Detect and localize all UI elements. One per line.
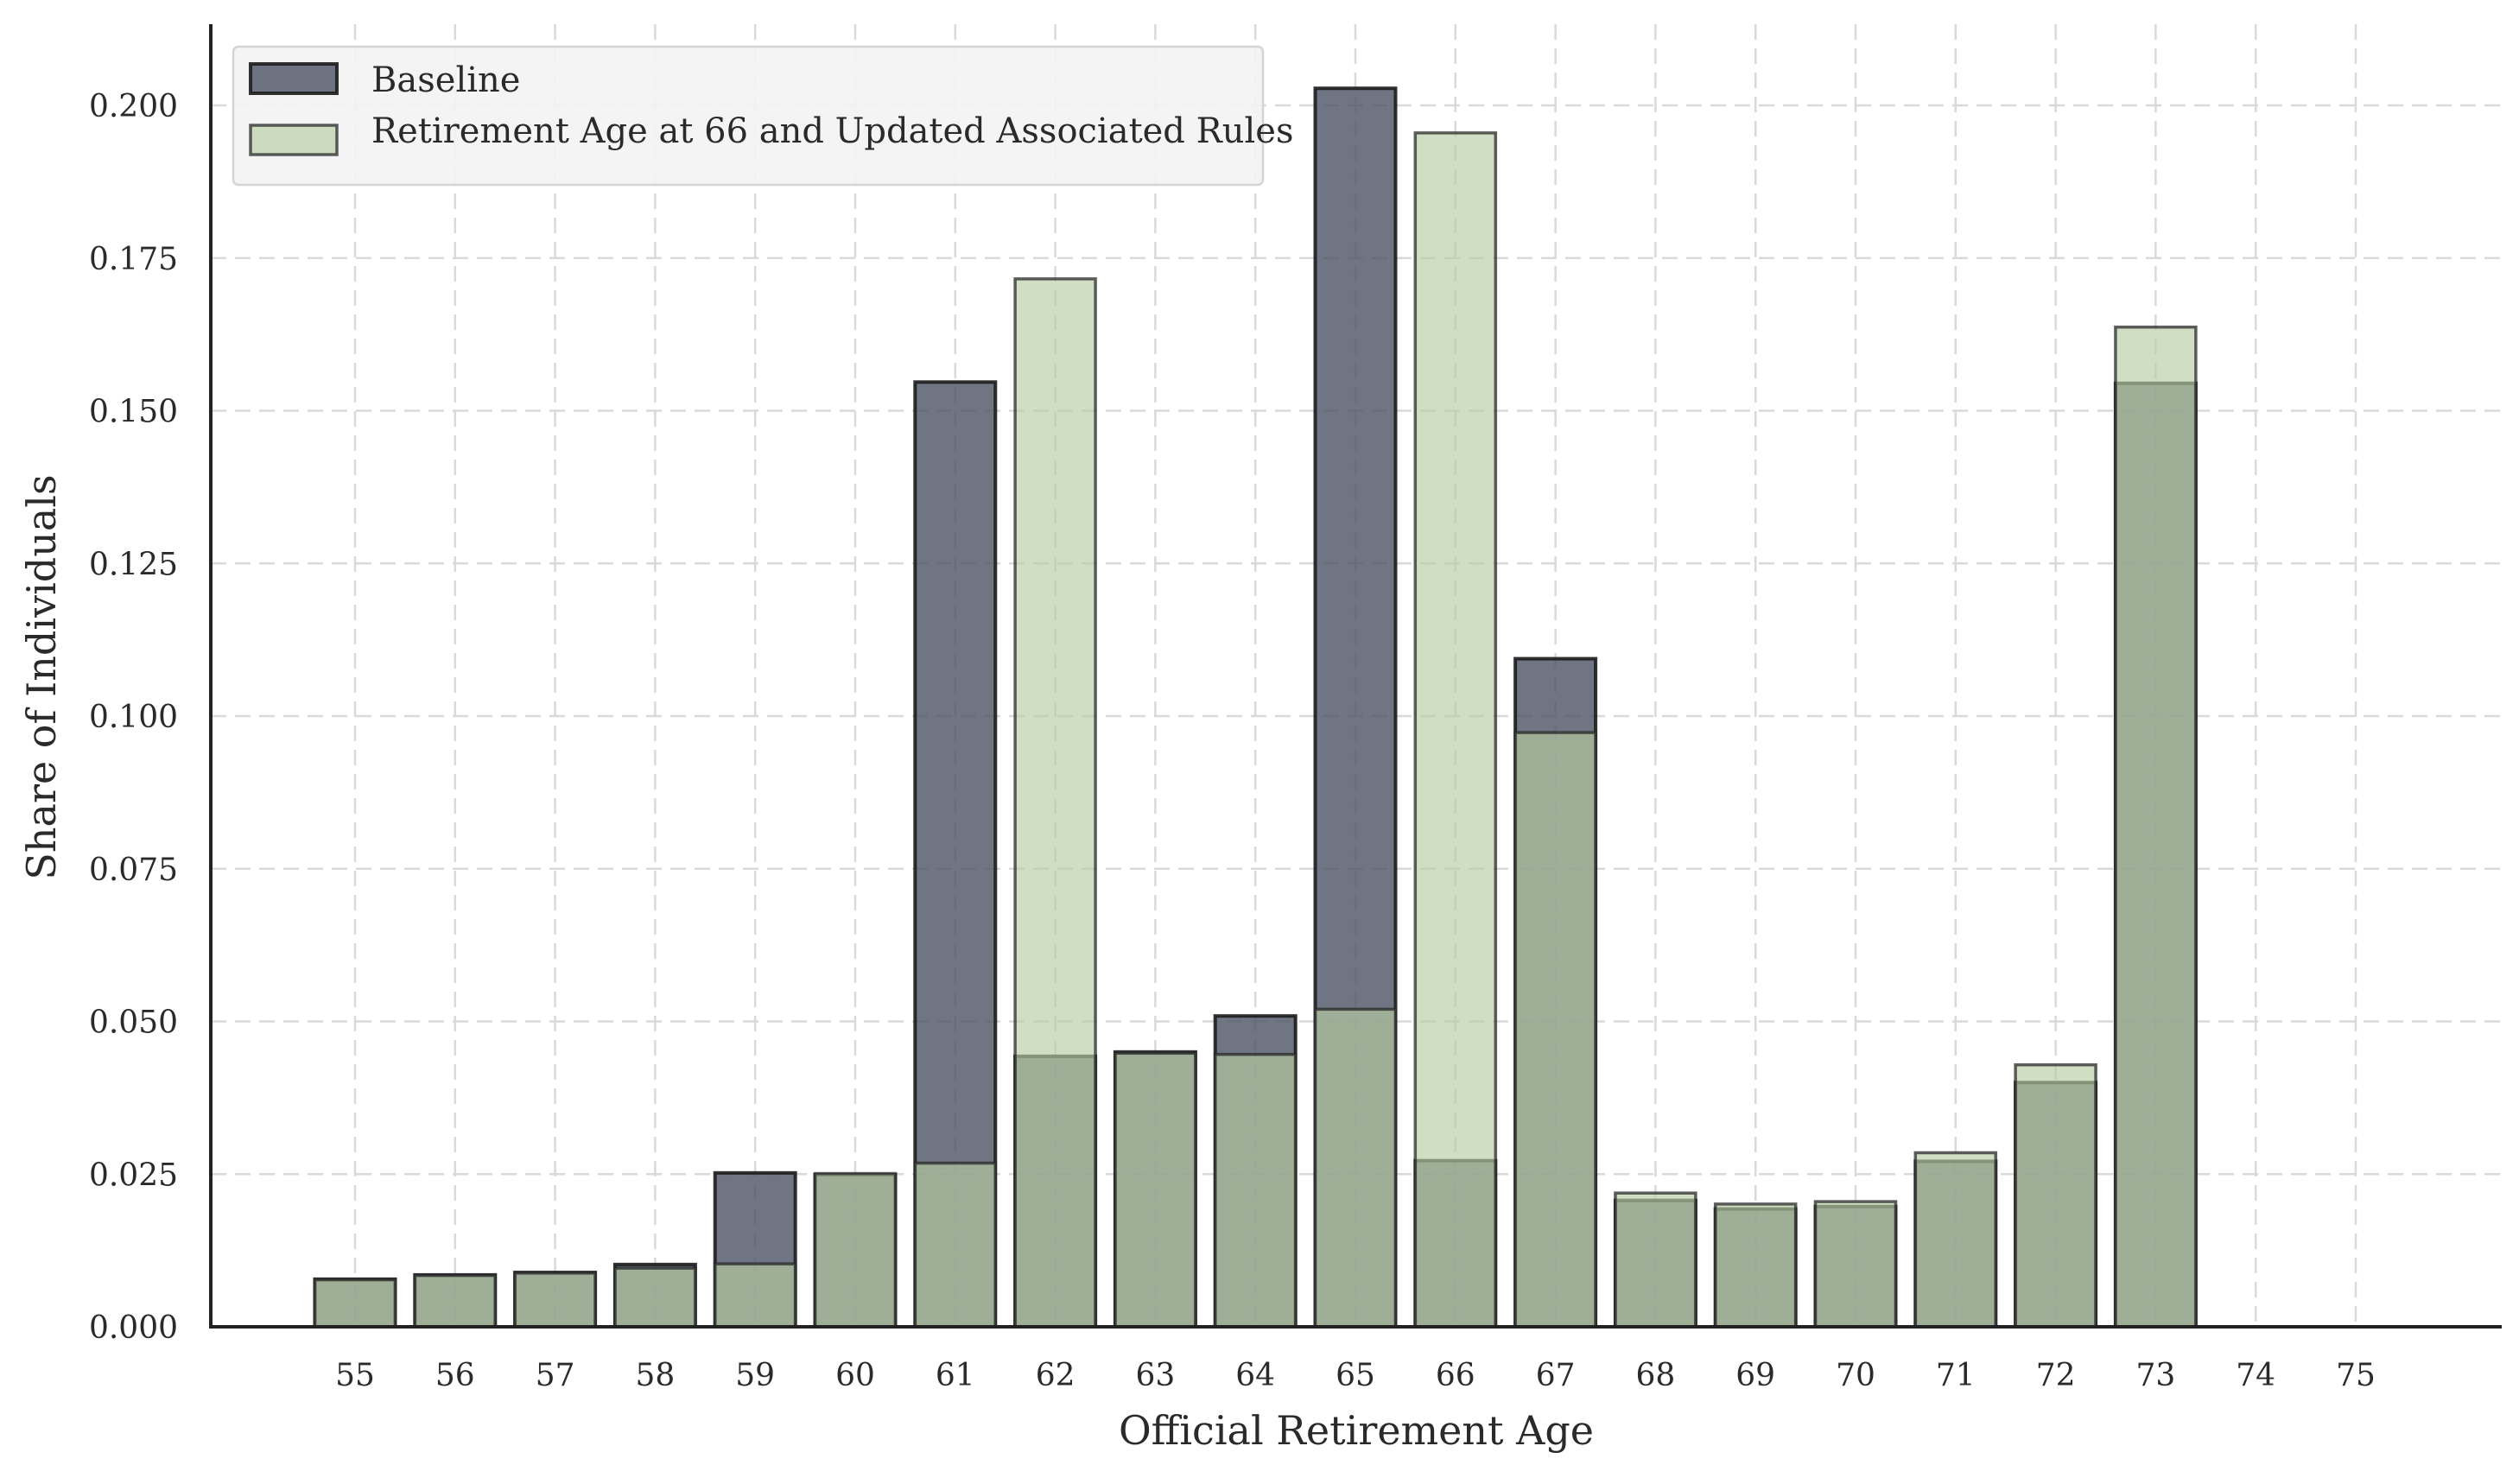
bar-policy-69: [1713, 1202, 1798, 1329]
legend: Baseline Retirement Age at 66 and Update…: [232, 45, 1294, 187]
x-tick-label: 61: [936, 1358, 975, 1393]
x-tick-label: 63: [1135, 1358, 1175, 1393]
legend-label-baseline: Baseline: [371, 60, 520, 100]
bar-policy-72: [2014, 1062, 2097, 1329]
x-tick-label: 58: [635, 1358, 675, 1393]
x-tick-label: 70: [1836, 1358, 1875, 1393]
x-tick-label: 62: [1036, 1358, 1075, 1393]
x-tick-label: 59: [735, 1358, 775, 1393]
x-tick-label: 57: [536, 1358, 575, 1393]
bar-policy-65: [1313, 1007, 1398, 1329]
x-tick-label: 60: [835, 1358, 875, 1393]
y-tick-label: 0.150: [89, 395, 178, 430]
x-tick-label: 55: [335, 1358, 375, 1393]
y-tick-label: 0.200: [89, 89, 178, 124]
bar-policy-63: [1114, 1051, 1197, 1329]
x-tick-label: 73: [2135, 1358, 2175, 1393]
y-axis-title: Share of Individuals: [18, 474, 65, 879]
bar-policy-61: [913, 1161, 998, 1329]
x-tick-label: 75: [2336, 1358, 2376, 1393]
legend-swatch-policy: [249, 124, 339, 156]
y-tick-label: 0.025: [89, 1157, 178, 1193]
x-axis-title: Official Retirement Age: [1119, 1407, 1594, 1454]
y-tick-label: 0.175: [89, 242, 178, 277]
legend-swatch-baseline: [249, 62, 339, 95]
x-tick-label: 56: [435, 1358, 475, 1393]
y-tick-label: 0.075: [89, 853, 178, 888]
bar-policy-70: [1813, 1200, 1898, 1329]
x-tick-label: 64: [1235, 1358, 1275, 1393]
y-tick-label: 0.000: [89, 1310, 178, 1346]
bar-policy-66: [1413, 131, 1498, 1329]
bar-policy-68: [1614, 1191, 1697, 1329]
x-tick-label: 66: [1436, 1358, 1475, 1393]
x-tick-label: 68: [1635, 1358, 1675, 1393]
bar-policy-62: [1013, 277, 1097, 1329]
bar-policy-71: [1913, 1151, 1998, 1329]
x-tick-label: 72: [2036, 1358, 2076, 1393]
x-tick-label: 69: [1735, 1358, 1775, 1393]
x-tick-label: 67: [1536, 1358, 1576, 1393]
bar-policy-58: [613, 1266, 697, 1329]
y-tick-label: 0.100: [89, 700, 178, 735]
bars: [313, 86, 2198, 1329]
y-tick-labels: 0.000 0.025 0.050 0.075 0.100 0.125 0.150 0.175…: [89, 89, 178, 1346]
bar-policy-59: [713, 1262, 797, 1329]
bar-policy-55: [313, 1278, 397, 1329]
legend-box: [232, 45, 1265, 187]
legend-label-policy: Retirement Age at 66 and Updated Associa…: [371, 111, 1294, 151]
y-tick-label: 0.050: [89, 1005, 178, 1041]
bar-policy-60: [813, 1171, 898, 1329]
bar-policy-56: [413, 1273, 498, 1329]
bar-policy-64: [1213, 1052, 1298, 1329]
x-tick-label: 65: [1336, 1358, 1375, 1393]
bar-policy-57: [513, 1272, 597, 1329]
bar-policy-67: [1513, 731, 1597, 1329]
x-tick-label: 74: [2236, 1358, 2275, 1393]
axes: [209, 24, 2502, 1329]
bar-policy-73: [2114, 325, 2198, 1329]
x-tick-labels: 55 56 57 58 59 60 61 62 63 64 65 66 67 68 69 70 71 72 73 74…: [335, 1358, 2376, 1393]
y-tick-label: 0.125: [89, 547, 178, 582]
x-tick-label: 71: [1936, 1358, 1976, 1393]
